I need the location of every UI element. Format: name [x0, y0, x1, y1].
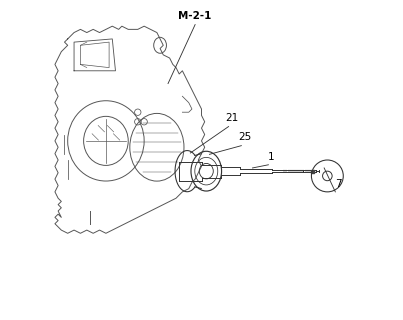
Text: 21: 21 — [225, 113, 239, 123]
Text: 1: 1 — [268, 152, 275, 162]
Text: 25: 25 — [238, 132, 251, 142]
Text: 7: 7 — [335, 179, 342, 189]
Text: M-2-1: M-2-1 — [179, 12, 212, 21]
